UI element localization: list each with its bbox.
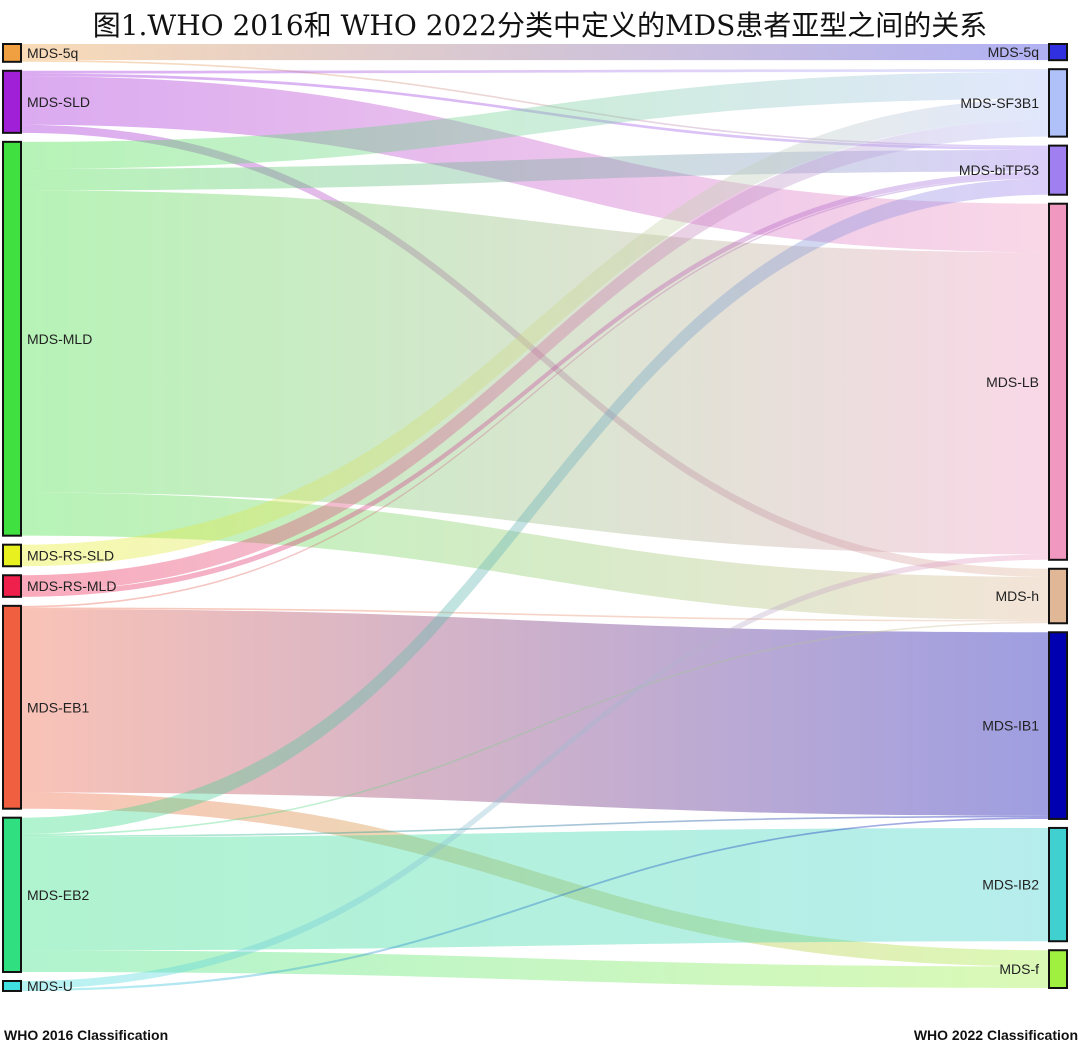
- link-L_EB1-to-R_h: [21, 607, 1049, 622]
- link-L_5q-to-R_biTP53: [21, 60, 1049, 148]
- left-node-label: MDS-SLD: [27, 94, 90, 110]
- right-axis-label: WHO 2022 Classification: [913, 1027, 1078, 1043]
- left-node-label: MDS-RS-SLD: [27, 547, 114, 563]
- link-L_U-to-R_IB1: [21, 817, 1049, 991]
- left-node-label: MDS-MLD: [27, 331, 92, 347]
- right-node-R_LB: [1048, 202, 1068, 561]
- link-L_MLD-to-R_LB: [21, 190, 1049, 555]
- link-L_EB2-to-R_h: [21, 621, 1049, 836]
- right-node-R_5q: [1048, 43, 1068, 62]
- left-node-L_EB1: [2, 604, 22, 810]
- left-node-L_RSSLD: [2, 543, 22, 568]
- right-node-R_SF3B1: [1048, 68, 1068, 138]
- left-axis-label: WHO 2016 Classification: [4, 1027, 169, 1043]
- figure-title: 图1.WHO 2016和 WHO 2022分类中定义的MDS患者亚型之间的关系: [92, 9, 988, 42]
- right-node-label: MDS-f: [999, 961, 1039, 977]
- left-node-L_U: [2, 979, 22, 992]
- link-L_EB2-to-R_f: [21, 950, 1049, 988]
- right-node-label: MDS-h: [995, 588, 1039, 604]
- left-node-label: MDS-EB2: [27, 887, 89, 903]
- left-node-label: MDS-5q: [27, 45, 78, 61]
- right-node-R_h: [1048, 567, 1068, 625]
- link-L_EB1-to-R_IB1: [21, 609, 1049, 816]
- right-node-label: MDS-SF3B1: [960, 95, 1039, 111]
- link-L_MLD-to-R_SF3B1: [21, 71, 1049, 169]
- link-L_MLD-to-R_h: [21, 492, 1049, 621]
- right-node-label: MDS-IB1: [982, 718, 1039, 734]
- link-L_EB1-to-R_biTP53: [21, 176, 1049, 608]
- left-node-L_SLD: [2, 69, 22, 134]
- left-node-label: MDS-RS-MLD: [27, 578, 116, 594]
- nodes-layer: MDS-5q MDS-SLD MDS-MLD MDS-RS-SLD MDS-RS-MLD…: [2, 43, 1068, 994]
- link-L_RSMLD-to-R_biTP53: [21, 171, 1049, 597]
- left-node-label: MDS-EB1: [27, 699, 89, 715]
- link-L_SLD-to-R_SF3B1: [21, 69, 1049, 74]
- right-node-R_f: [1048, 949, 1068, 990]
- link-L_5q-to-R_5q: [21, 44, 1049, 61]
- left-node-L_5q: [2, 43, 22, 63]
- link-L_RSMLD-to-R_SF3B1: [21, 120, 1049, 592]
- left-node-L_RSMLD: [2, 574, 22, 598]
- right-node-label: MDS-biTP53: [959, 162, 1039, 178]
- left-node-L_MLD: [2, 140, 22, 537]
- right-node-R_biTP53: [1048, 144, 1068, 196]
- link-L_RSSLD-to-R_SF3B1: [21, 98, 1049, 567]
- right-node-R_IB2: [1048, 826, 1068, 943]
- right-node-label: MDS-5q: [988, 44, 1039, 60]
- left-node-L_EB2: [2, 816, 22, 973]
- link-L_U-to-R_LB: [21, 554, 1049, 989]
- links-layer: [21, 44, 1049, 991]
- left-node-label: MDS-U: [27, 978, 73, 994]
- right-node-R_IB1: [1048, 631, 1068, 820]
- right-node-label: MDS-IB2: [982, 877, 1039, 893]
- link-L_EB2-to-R_IB2: [21, 827, 1049, 951]
- link-L_EB2-to-R_IB1: [21, 815, 1049, 838]
- right-node-label: MDS-LB: [986, 374, 1039, 390]
- link-L_EB2-to-R_biTP53: [21, 178, 1049, 834]
